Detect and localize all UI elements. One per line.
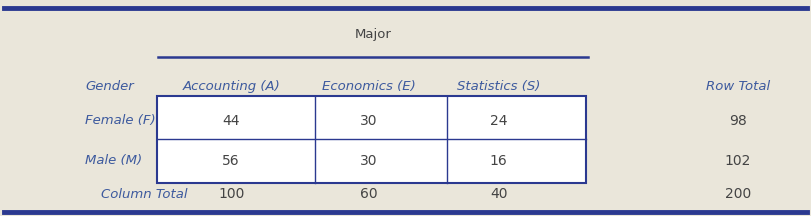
Text: Row Total: Row Total bbox=[706, 80, 770, 93]
Text: Economics (E): Economics (E) bbox=[322, 80, 416, 93]
Text: 30: 30 bbox=[360, 114, 378, 128]
Text: Statistics (S): Statistics (S) bbox=[457, 80, 540, 93]
Text: Major: Major bbox=[354, 28, 392, 41]
Text: 102: 102 bbox=[725, 154, 751, 168]
Text: Female (F): Female (F) bbox=[85, 114, 156, 127]
Text: 40: 40 bbox=[490, 187, 508, 201]
Text: 60: 60 bbox=[360, 187, 378, 201]
Text: 24: 24 bbox=[490, 114, 508, 128]
Text: 16: 16 bbox=[490, 154, 508, 168]
Text: Male (M): Male (M) bbox=[85, 154, 142, 167]
Bar bbox=[157, 96, 586, 183]
Text: 98: 98 bbox=[729, 114, 747, 128]
Text: Gender: Gender bbox=[85, 80, 134, 93]
Text: 30: 30 bbox=[360, 154, 378, 168]
Text: Accounting (A): Accounting (A) bbox=[182, 80, 280, 93]
Text: 56: 56 bbox=[222, 154, 240, 168]
Text: 200: 200 bbox=[725, 187, 751, 201]
Text: 100: 100 bbox=[218, 187, 244, 201]
Text: 44: 44 bbox=[222, 114, 240, 128]
Text: Column Total: Column Total bbox=[101, 188, 188, 201]
